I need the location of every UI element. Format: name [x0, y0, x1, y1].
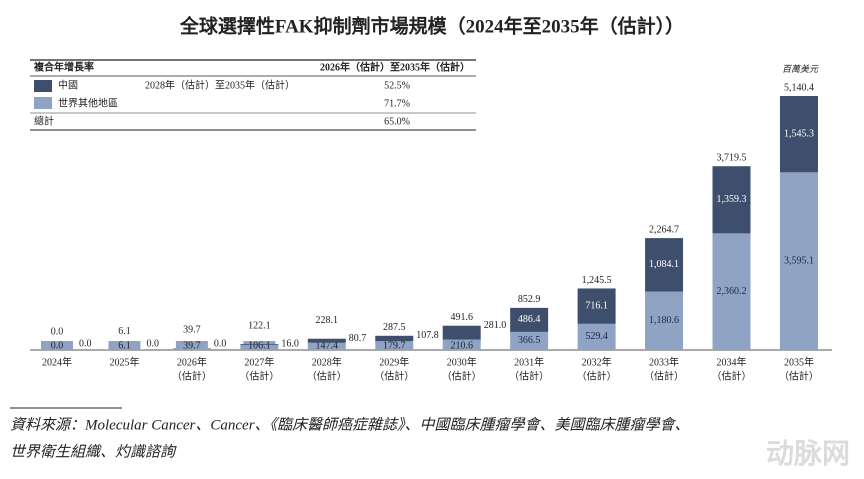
x-tick-label: 2025年 [109, 355, 139, 368]
table-cell: 52.5% [384, 80, 410, 91]
label-box [243, 341, 276, 350]
total-label: 1,245.5 [582, 275, 612, 286]
watermark: 动脉网 [766, 437, 850, 470]
total-label: 3,719.5 [717, 153, 747, 164]
value-label: 716.1 [585, 300, 608, 311]
value-label: 3,595.1 [784, 255, 814, 266]
value-label: 107.8 [416, 330, 439, 341]
bar-segment [645, 291, 684, 350]
x-tick-note: （估計） [712, 369, 752, 382]
value-label: 529.4 [585, 331, 608, 342]
value-label: 210.6 [450, 340, 473, 351]
total-label: 39.7 [183, 324, 201, 335]
value-label: 106.1 [248, 340, 271, 351]
value-label: 6.1 [118, 340, 131, 351]
bar-segment [375, 335, 414, 342]
value-label: 366.5 [518, 335, 541, 346]
table-cell: 65.0% [384, 116, 410, 127]
label-box [41, 341, 73, 350]
total-label: 0.0 [51, 326, 64, 337]
value-label: 1,545.3 [784, 128, 814, 139]
total-label: 491.6 [450, 312, 473, 323]
value-label: 1,359.3 [717, 194, 747, 205]
bar-segment [577, 288, 616, 324]
value-label: 1,084.1 [649, 259, 679, 270]
value-label: 80.7 [349, 333, 367, 344]
table-cell: 總計 [34, 114, 54, 127]
bar-segment [645, 238, 684, 292]
bar-segment [510, 307, 549, 332]
value-label: 39.7 [183, 340, 201, 351]
x-tick-note: （估計） [644, 369, 684, 382]
x-tick-note: （估計） [374, 369, 414, 382]
value-label: 16.0 [281, 338, 299, 349]
bar-segment [307, 338, 346, 343]
x-tick-label: 2030年 [447, 355, 477, 368]
x-tick-label: 2032年 [582, 355, 612, 368]
x-tick-note: （估計） [779, 369, 819, 382]
legend-label: 中國 [58, 78, 78, 91]
chart-title: 全球選擇性FAK抑制劑市場規模（2024年至2035年（估計）） [179, 14, 684, 37]
x-tick-note: （估計） [172, 369, 212, 382]
bar-segment [712, 233, 751, 350]
value-label: 0.0 [51, 340, 64, 351]
source-text: 資料來源：Molecular Cancer、Cancer、《臨床醫師癌症雜誌》、… [10, 416, 690, 433]
bar-segment [712, 166, 751, 234]
x-tick-label: 2024年 [42, 355, 72, 368]
x-tick-note: （估計） [307, 369, 347, 382]
x-tick-label: 2029年 [379, 355, 409, 368]
bar-segment [779, 96, 818, 173]
bar-segment [510, 331, 549, 350]
value-label: 0.0 [146, 338, 159, 349]
label-box [445, 341, 478, 350]
bar-segment [779, 172, 818, 350]
table-cell: 2028年（估計）至2035年（估計） [145, 78, 295, 91]
total-label: 287.5 [383, 322, 406, 333]
legend-swatch [34, 80, 52, 92]
table-header: 複合年增長率 [33, 60, 94, 73]
label-box [378, 341, 411, 350]
x-tick-label: 2028年 [312, 355, 342, 368]
total-label: 122.1 [248, 320, 271, 331]
x-tick-note: （估計） [442, 369, 482, 382]
value-label: 179.7 [383, 340, 406, 351]
table-cell: 71.7% [384, 98, 410, 109]
x-tick-label: 2027年 [244, 355, 274, 368]
total-label: 2,264.7 [649, 224, 679, 235]
value-label: 0.0 [214, 338, 227, 349]
label-box [310, 341, 343, 350]
value-label: 486.4 [518, 314, 541, 325]
x-tick-label: 2034年 [717, 355, 747, 368]
legend-label: 世界其他地區 [58, 96, 118, 109]
value-label: 1,180.6 [649, 315, 679, 326]
label-box [108, 341, 141, 350]
source-text: 世界衛生組織、灼識諮詢 [10, 443, 177, 460]
table-header: 2026年（估計）至2035年（估計） [320, 60, 470, 73]
legend-swatch [34, 97, 52, 109]
x-tick-label: 2031年 [514, 355, 544, 368]
total-label: 228.1 [316, 315, 339, 326]
bar-segment [577, 323, 616, 350]
total-label: 5,140.4 [784, 82, 814, 93]
bar-segment [240, 343, 279, 345]
bar-segment [442, 325, 481, 340]
value-label: 2,360.2 [717, 286, 747, 297]
label-box [175, 341, 208, 350]
x-tick-note: （估計） [239, 369, 279, 382]
total-label: 6.1 [118, 326, 131, 337]
x-tick-label: 2033年 [649, 355, 679, 368]
value-label: 281.0 [484, 320, 507, 331]
total-label: 852.9 [518, 294, 541, 305]
x-tick-note: （估計） [509, 369, 549, 382]
x-tick-label: 2026年 [177, 355, 207, 368]
value-label: 0.0 [79, 338, 92, 349]
value-label: 147.4 [316, 340, 339, 351]
unit-label: 百萬美元 [782, 64, 819, 74]
x-tick-note: （估計） [577, 369, 617, 382]
x-tick-label: 2035年 [784, 355, 814, 368]
